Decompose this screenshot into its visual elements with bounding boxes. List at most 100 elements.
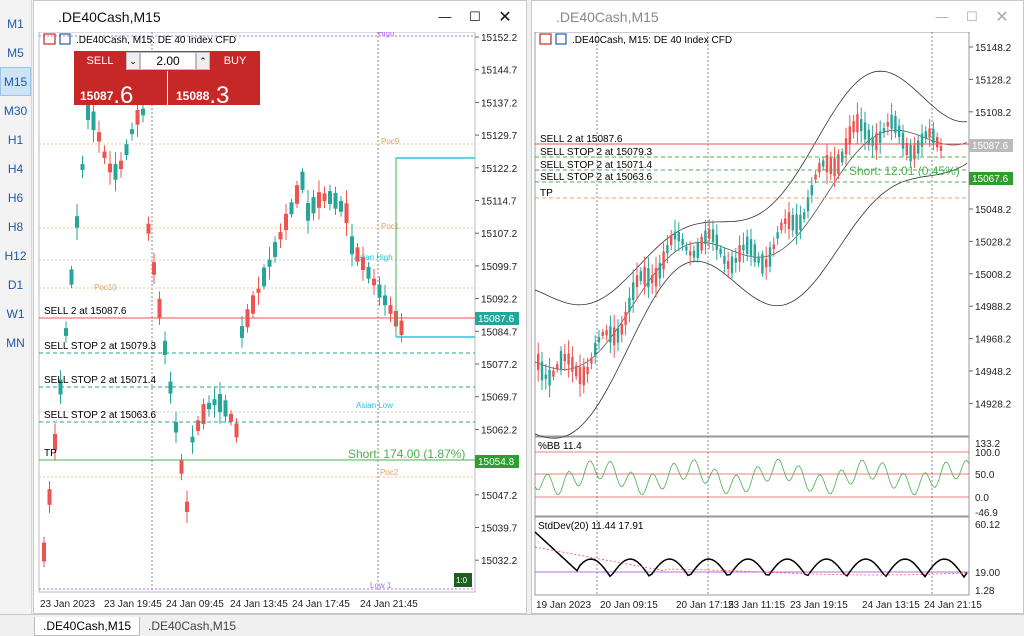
volume-down-icon[interactable]: ⌄ — [126, 52, 140, 70]
timeframe-h12[interactable]: H12 — [4, 248, 27, 263]
timeframe-h6[interactable]: H6 — [7, 190, 24, 205]
candle-body — [700, 236, 703, 251]
price-chart-1[interactable]: 15152.2 15144.7 15137.2 15129.7 15122.2 15114… — [34, 29, 528, 615]
candle-body — [677, 231, 680, 242]
candle-body — [383, 295, 387, 306]
candle-body — [936, 136, 939, 148]
current-price-badge — [969, 139, 1013, 152]
candle-body — [909, 144, 912, 162]
candle-body — [761, 254, 764, 274]
volume-input[interactable]: 2.00 — [140, 52, 196, 70]
timeframe-w1[interactable]: W1 — [6, 306, 25, 321]
maximize-icon[interactable]: ☐ — [469, 8, 481, 24]
stddev-panel — [534, 516, 970, 596]
candle-body — [928, 128, 931, 138]
candle-body — [913, 145, 916, 160]
time-label: 23 Jan 11:15 — [728, 600, 786, 611]
chart-window-2[interactable]: .DE40Cash,M15 — ☐ ✕ 15148.2 15128.2 15108.… — [531, 0, 1024, 614]
candle-body — [586, 366, 589, 375]
candle-body — [223, 400, 228, 417]
candle-body — [597, 337, 601, 343]
candle-body — [780, 222, 783, 231]
candle-body — [339, 201, 343, 212]
sell-button[interactable]: SELL — [74, 51, 126, 105]
time-label: 20 Jan 17:15 — [676, 600, 734, 611]
candle-body — [708, 229, 711, 239]
timeframe-h4[interactable]: H4 — [7, 161, 24, 176]
candle-body — [799, 214, 802, 231]
minimize-icon[interactable]: — — [935, 9, 949, 24]
candle-body — [689, 251, 692, 256]
timeframe-h1[interactable]: H1 — [7, 132, 24, 147]
window-titlebar[interactable]: .DE40Cash,M15 — ☐ ✕ — [34, 1, 526, 32]
short-position-label: Short: 12.01 (0.45%) — [849, 164, 960, 178]
close-icon[interactable]: ✕ — [498, 8, 512, 26]
candle-body — [590, 358, 593, 364]
bb-line — [534, 458, 970, 496]
stddev-line — [534, 531, 968, 579]
candle-body — [80, 164, 85, 170]
price-label: 15039.7 — [481, 524, 518, 535]
timeframe-h8[interactable]: H8 — [7, 219, 24, 234]
timeframe-mn[interactable]: MN — [6, 335, 25, 350]
candle-body — [322, 193, 327, 202]
price-label: 15077.2 — [481, 360, 518, 371]
candle-body — [333, 192, 338, 209]
maximize-icon[interactable]: ☐ — [966, 8, 978, 24]
price-chart-2[interactable]: 15148.2 15128.2 15108.2 15048.2 15028.2 15008… — [532, 31, 1024, 615]
candle-body — [924, 131, 927, 138]
candle-body — [130, 129, 134, 135]
chart-tab[interactable]: .DE40Cash,M15 — [148, 619, 237, 633]
short-position-label: Short: 174.00 (1.87%) — [348, 447, 465, 461]
candle-body — [757, 256, 760, 263]
candle-body — [306, 202, 310, 221]
order-label: SELL 2 at 15087.6 — [44, 306, 127, 317]
timeframe-m1[interactable]: M1 — [7, 16, 24, 31]
order-label: TP — [44, 448, 57, 459]
candle-body — [848, 126, 851, 145]
volume-up-icon[interactable]: ⌃ — [196, 52, 210, 70]
chart-tab[interactable]: .DE40Cash,M15 — [34, 617, 141, 636]
buy-button[interactable]: BUY — [210, 51, 260, 71]
candle-body — [711, 229, 715, 243]
candle-body — [613, 327, 616, 346]
candle-body — [91, 111, 96, 131]
time-label: 19 Jan 2023 — [536, 600, 591, 611]
order-label: SELL STOP 2 at 15079.3 — [44, 341, 157, 352]
candle-body — [632, 282, 635, 301]
bid-price[interactable]: 15087.6 — [80, 82, 134, 109]
timeframe-m5[interactable]: M5 — [7, 45, 24, 60]
chart-window-1[interactable]: .DE40Cash,M15 — ☐ ✕ 15152.2 15144.7 15137.… — [33, 0, 527, 614]
price-label: 14928.2 — [975, 399, 1012, 410]
candle-body — [898, 125, 901, 138]
close-icon[interactable]: ✕ — [995, 8, 1009, 26]
candle-body — [651, 275, 654, 284]
timeframe-m15[interactable]: M15 — [0, 67, 31, 96]
timeframe-m30[interactable]: M30 — [3, 103, 28, 118]
candle-body — [875, 132, 878, 151]
candle-body — [841, 151, 844, 163]
candle-body — [135, 110, 140, 125]
timeframe-d1[interactable]: D1 — [7, 277, 24, 292]
candle-body — [738, 245, 741, 262]
candle-body — [734, 257, 737, 263]
candle-body — [251, 295, 255, 314]
candle-body — [559, 351, 563, 371]
candle-body — [871, 137, 874, 147]
window-titlebar[interactable]: .DE40Cash,M15 — ☐ ✕ — [532, 1, 1023, 32]
candle-body — [920, 133, 924, 147]
candle-body — [168, 381, 173, 394]
candle-body — [582, 366, 585, 386]
candle-body — [174, 422, 178, 433]
current-price-text: 15087.6 — [972, 141, 1009, 152]
candle-body — [810, 185, 813, 196]
candle-body — [567, 353, 570, 365]
candle-body — [601, 331, 604, 336]
price-label: 15129.7 — [481, 131, 518, 142]
candle-body — [355, 247, 360, 262]
buy-label: BUY — [223, 55, 247, 67]
ask-price[interactable]: 15088.3 — [176, 82, 230, 109]
candle-body — [256, 288, 261, 293]
bollinger-band — [534, 163, 968, 439]
minimize-icon[interactable]: — — [438, 9, 452, 24]
